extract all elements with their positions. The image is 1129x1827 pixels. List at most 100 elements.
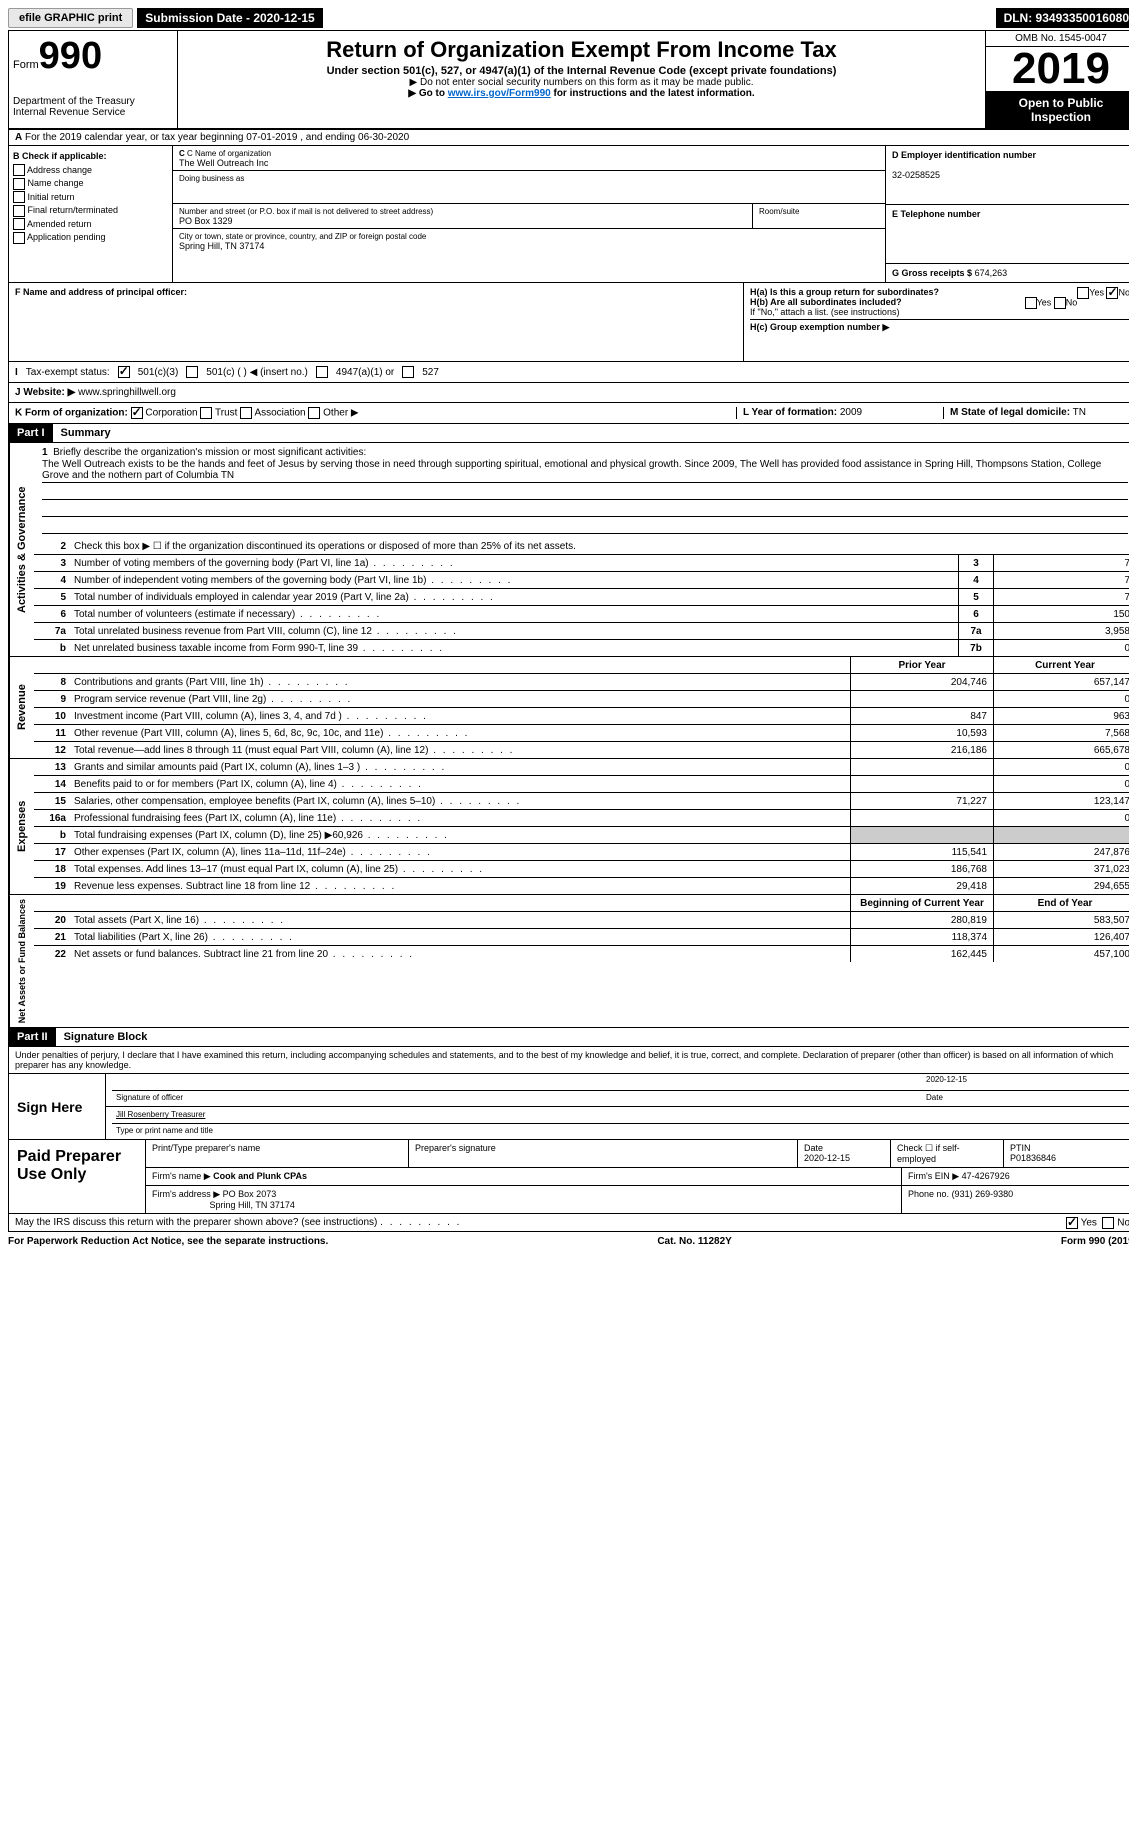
ha-label: H(a) Is this a group return for subordin…	[750, 287, 939, 297]
ha-no[interactable]	[1106, 287, 1118, 299]
may-irs-label: May the IRS discuss this return with the…	[15, 1217, 377, 1228]
527-check[interactable]	[402, 366, 414, 378]
dln: DLN: 93493350016080	[996, 8, 1129, 28]
firm-addr-label: Firm's address ▶	[152, 1189, 220, 1199]
irs-link[interactable]: www.irs.gov/Form990	[448, 88, 551, 99]
signature-section: Under penalties of perjury, I declare th…	[8, 1047, 1129, 1232]
org-address: PO Box 1329	[179, 216, 233, 226]
opt-assoc: Association	[254, 408, 305, 419]
corp-check[interactable]	[131, 407, 143, 419]
part1-bar: Part I Summary	[8, 424, 1129, 443]
colb-check[interactable]	[13, 205, 25, 217]
firm-ein: 47-4267926	[962, 1171, 1010, 1181]
form-subtitle: Under section 501(c), 527, or 4947(a)(1)…	[184, 65, 979, 77]
current-year-header: Current Year	[993, 657, 1129, 673]
row-fg: F Name and address of principal officer:…	[8, 283, 1129, 362]
name-label: C Name of organization	[187, 149, 271, 158]
sign-here-label: Sign Here	[9, 1074, 105, 1139]
tax-year-range: For the 2019 calendar year, or tax year …	[25, 132, 409, 143]
dept-label: Department of the Treasury Internal Reve…	[13, 96, 173, 118]
form-note1: ▶ Do not enter social security numbers o…	[184, 77, 979, 88]
colb-check[interactable]	[13, 232, 25, 244]
firm-name: Cook and Plunk CPAs	[213, 1171, 307, 1181]
ein: 32-0258525	[892, 170, 940, 180]
firm-name-label: Firm's name ▶	[152, 1171, 211, 1181]
ein-label: D Employer identification number	[892, 150, 1036, 160]
ha-yes[interactable]	[1077, 287, 1089, 299]
opt-501c: 501(c) ( ) ◀ (insert no.)	[206, 367, 308, 378]
prep-date-label: Date	[804, 1143, 823, 1153]
year-formation-label: L Year of formation:	[743, 407, 837, 418]
opt-527: 527	[422, 367, 439, 378]
open-inspection: Open to Public Inspection	[986, 92, 1129, 128]
dba-label: Doing business as	[179, 174, 244, 183]
colb-check[interactable]	[13, 191, 25, 203]
colb-check[interactable]	[13, 218, 25, 230]
colb-check[interactable]	[13, 178, 25, 190]
hb-no[interactable]	[1054, 297, 1066, 309]
form-number: 990	[39, 35, 102, 77]
prep-date: 2020-12-15	[804, 1153, 850, 1163]
opt-501c3: 501(c)(3)	[138, 367, 179, 378]
end-year-header: End of Year	[993, 895, 1129, 911]
website-label: J Website: ▶	[15, 387, 75, 398]
gross-receipts: 674,263	[975, 268, 1008, 278]
row-k: K Form of organization: Corporation Trus…	[8, 403, 1129, 424]
hb-label: H(b) Are all subordinates included?	[750, 297, 902, 307]
col-b: B Check if applicable: Address change Na…	[9, 146, 173, 282]
side-net: Net Assets or Fund Balances	[9, 895, 34, 1027]
tax-year: 2019	[986, 47, 1129, 92]
phone-label: Phone no.	[908, 1189, 949, 1199]
state-domicile: TN	[1073, 407, 1086, 418]
4947-check[interactable]	[316, 366, 328, 378]
addr-label: Number and street (or P.O. box if mail i…	[179, 207, 433, 216]
tel-label: E Telephone number	[892, 209, 980, 219]
prep-name-label: Print/Type preparer's name	[146, 1140, 409, 1167]
firm-city: Spring Hill, TN 37174	[210, 1200, 295, 1210]
part1-header: Part I	[9, 424, 53, 442]
form-org-label: K Form of organization:	[15, 408, 128, 419]
website-url: www.springhillwell.org	[78, 387, 176, 398]
side-expenses: Expenses	[9, 759, 34, 894]
irs-yes[interactable]	[1066, 1217, 1078, 1229]
expenses-section: Expenses 13Grants and similar amounts pa…	[8, 759, 1129, 895]
ptin: P01836846	[1010, 1153, 1056, 1163]
efile-button[interactable]: efile GRAPHIC print	[8, 8, 133, 28]
firm-phone: (931) 269-9380	[952, 1189, 1014, 1199]
row-a: A For the 2019 calendar year, or tax yea…	[8, 130, 1129, 146]
opt-other: Other ▶	[323, 408, 358, 419]
sig-officer-label: Signature of officer	[116, 1093, 183, 1102]
org-city: Spring Hill, TN 37174	[179, 241, 264, 251]
firm-addr: PO Box 2073	[223, 1189, 277, 1199]
irs-no[interactable]	[1102, 1217, 1114, 1229]
footer-left: For Paperwork Reduction Act Notice, see …	[8, 1236, 328, 1247]
sig-date: 2020-12-15	[926, 1075, 967, 1084]
part2-title: Signature Block	[56, 1028, 156, 1046]
line2: Check this box ▶ ☐ if the organization d…	[70, 539, 1129, 554]
preparer-label: Paid Preparer Use Only	[9, 1140, 146, 1213]
date-label: Date	[926, 1093, 943, 1102]
prior-year-header: Prior Year	[850, 657, 993, 673]
row-j: J Website: ▶ www.springhillwell.org	[8, 383, 1129, 403]
side-revenue: Revenue	[9, 657, 34, 758]
hb-yes[interactable]	[1025, 297, 1037, 309]
501c-check[interactable]	[186, 366, 198, 378]
state-label: M State of legal domicile:	[950, 407, 1070, 418]
part1-title: Summary	[53, 424, 119, 442]
form-header: Form990 Department of the Treasury Inter…	[8, 30, 1129, 130]
firm-ein-label: Firm's EIN ▶	[908, 1171, 959, 1181]
colb-check[interactable]	[13, 164, 25, 176]
governance-section: Activities & Governance 1 Briefly descri…	[8, 443, 1129, 657]
trust-check[interactable]	[200, 407, 212, 419]
footer-mid: Cat. No. 11282Y	[657, 1236, 731, 1247]
opt-trust: Trust	[215, 408, 237, 419]
hc-label: H(c) Group exemption number ▶	[750, 322, 889, 332]
501c3-check[interactable]	[118, 366, 130, 378]
col-b-label: B Check if applicable:	[13, 151, 107, 161]
year-formation: 2009	[840, 407, 862, 418]
other-check[interactable]	[308, 407, 320, 419]
top-bar: efile GRAPHIC print Submission Date - 20…	[8, 8, 1129, 28]
opt-corp: Corporation	[145, 408, 197, 419]
assoc-check[interactable]	[240, 407, 252, 419]
footer-right: Form 990 (2019)	[1061, 1236, 1129, 1247]
